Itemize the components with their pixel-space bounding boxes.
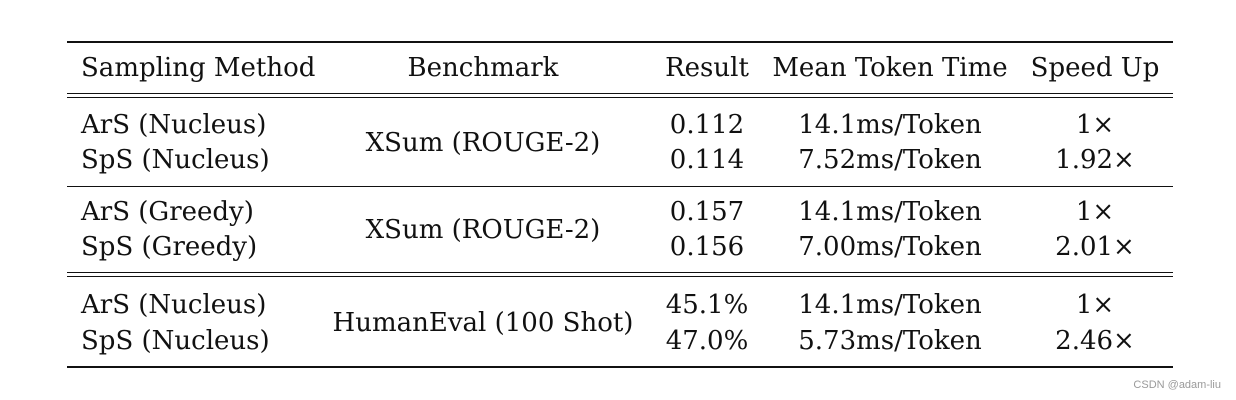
header-sampling-method: Sampling Method bbox=[81, 53, 316, 83]
row-mean-token-time: 7.52ms/Token bbox=[798, 145, 982, 175]
row-result: 0.114 bbox=[669, 145, 745, 175]
group-benchmark: HumanEval (100 Shot) bbox=[332, 308, 634, 338]
row-method: ArS (Nucleus) bbox=[81, 110, 267, 140]
row-mean-token-time: 7.00ms/Token bbox=[798, 232, 982, 262]
row-result: 47.0% bbox=[665, 326, 749, 356]
row-result: 0.112 bbox=[669, 110, 745, 140]
row-method: SpS (Nucleus) bbox=[81, 326, 270, 356]
top-rule bbox=[67, 41, 1173, 43]
row-speed-up: 2.46× bbox=[1055, 326, 1135, 356]
watermark: CSDN @adam-liu bbox=[1133, 379, 1221, 391]
row-speed-up: 1.92× bbox=[1055, 145, 1135, 175]
group-divider-rule bbox=[67, 186, 1173, 187]
row-mean-token-time: 14.1ms/Token bbox=[798, 110, 982, 140]
row-method: SpS (Greedy) bbox=[81, 232, 258, 262]
row-method: SpS (Nucleus) bbox=[81, 145, 270, 175]
group-benchmark: XSum (ROUGE-2) bbox=[365, 128, 601, 158]
row-speed-up: 2.01× bbox=[1055, 232, 1135, 262]
header-mean-token-time: Mean Token Time bbox=[772, 53, 1008, 83]
row-result: 45.1% bbox=[665, 290, 749, 320]
group-double-rule-bottom bbox=[67, 276, 1173, 277]
row-mean-token-time: 14.1ms/Token bbox=[798, 197, 982, 227]
header-speed-up: Speed Up bbox=[1030, 53, 1160, 83]
group-double-rule-top bbox=[67, 272, 1173, 273]
row-speed-up: 1× bbox=[1075, 110, 1115, 140]
header-result: Result bbox=[665, 53, 749, 83]
bottom-rule bbox=[67, 366, 1173, 368]
row-method: ArS (Nucleus) bbox=[81, 290, 267, 320]
row-method: ArS (Greedy) bbox=[81, 197, 254, 227]
group-benchmark: XSum (ROUGE-2) bbox=[365, 215, 601, 245]
header-double-rule-bottom bbox=[67, 97, 1173, 98]
header-benchmark: Benchmark bbox=[407, 53, 559, 83]
row-mean-token-time: 5.73ms/Token bbox=[798, 326, 982, 356]
row-mean-token-time: 14.1ms/Token bbox=[798, 290, 982, 320]
row-speed-up: 1× bbox=[1075, 290, 1115, 320]
header-double-rule-top bbox=[67, 93, 1173, 94]
row-result: 0.157 bbox=[669, 197, 745, 227]
row-speed-up: 1× bbox=[1075, 197, 1115, 227]
row-result: 0.156 bbox=[669, 232, 745, 262]
